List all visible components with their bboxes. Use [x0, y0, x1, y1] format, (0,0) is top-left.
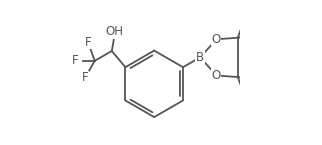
Text: F: F	[85, 36, 91, 49]
Text: O: O	[211, 33, 221, 46]
Text: F: F	[82, 71, 88, 84]
Text: B: B	[196, 51, 204, 64]
Text: F: F	[72, 54, 79, 67]
Text: OH: OH	[105, 25, 123, 38]
Text: O: O	[211, 69, 221, 82]
